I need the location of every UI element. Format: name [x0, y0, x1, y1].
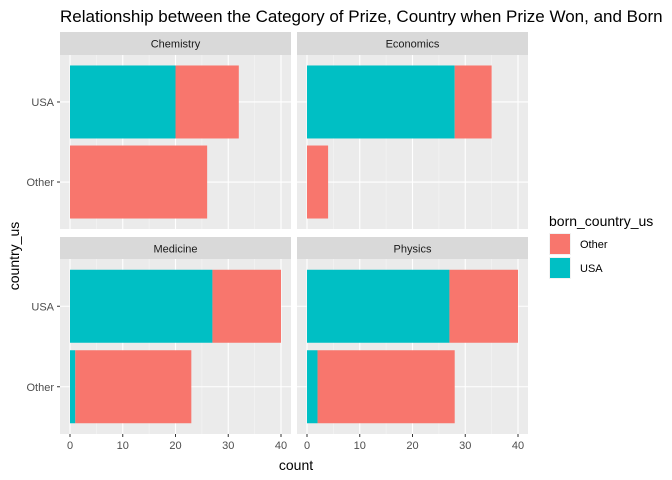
x-tick-label: 20	[406, 440, 418, 452]
chart-panels: Chemistry USA Other Economics Medicine USA Oth…	[26, 32, 528, 452]
bar-physics-other-other	[317, 350, 455, 424]
chart-title: Relationship between the Category of Pri…	[60, 7, 663, 26]
panel-strip-economics	[297, 32, 528, 55]
legend-swatch-other	[550, 234, 570, 254]
x-tick-label: 40	[512, 440, 524, 452]
bar-chemistry-other-other	[70, 145, 208, 219]
y-axis-title: country_us	[6, 222, 22, 290]
bar-medicine-usa-other	[212, 269, 281, 343]
legend: born_country_us Other USA	[549, 213, 653, 279]
panel-medicine: Medicine USA Other 0 10 20 30 40	[26, 237, 291, 452]
x-tick-label: 0	[67, 440, 73, 452]
x-axis-title: count	[279, 457, 313, 473]
panel-economics: Economics	[297, 32, 528, 229]
y-tick-label: USA	[31, 301, 54, 313]
bar-economics-usa-other	[454, 65, 492, 139]
legend-swatch-usa	[550, 258, 570, 278]
bar-medicine-other-usa	[70, 350, 76, 424]
panel-strip-chemistry	[60, 32, 291, 55]
bar-medicine-usa-usa	[70, 269, 213, 343]
x-tick-label: 10	[354, 440, 366, 452]
legend-label-other: Other	[580, 239, 608, 251]
panel-strip-label-economics: Economics	[386, 39, 440, 51]
x-tick-label: 10	[117, 440, 129, 452]
bar-physics-usa-usa	[307, 269, 450, 343]
panel-strip-physics	[297, 237, 528, 260]
bar-economics-other-other	[307, 145, 329, 219]
panel-strip-label-chemistry: Chemistry	[151, 39, 201, 51]
x-tick-label: 20	[169, 440, 181, 452]
x-tick-label: 30	[459, 440, 471, 452]
y-tick-label: USA	[31, 97, 54, 109]
bar-chemistry-usa-usa	[70, 65, 176, 139]
bar-physics-other-usa	[307, 350, 318, 424]
bar-physics-usa-other	[449, 269, 518, 343]
panel-physics: Physics 0 10 20 30 40	[297, 237, 528, 452]
bar-chemistry-usa-other	[175, 65, 239, 139]
panel-chemistry: Chemistry USA Other	[26, 32, 291, 229]
bar-economics-usa-usa	[307, 65, 455, 139]
bar-medicine-other-other	[75, 350, 192, 424]
legend-title: born_country_us	[549, 213, 653, 229]
panel-strip-medicine	[60, 237, 291, 260]
y-tick-label: Other	[26, 382, 54, 394]
panel-strip-label-medicine: Medicine	[153, 244, 197, 256]
y-tick-label: Other	[26, 177, 54, 189]
legend-label-usa: USA	[580, 263, 603, 275]
x-tick-label: 30	[222, 440, 234, 452]
x-tick-label: 40	[275, 440, 287, 452]
panel-strip-label-physics: Physics	[394, 244, 432, 256]
x-tick-label: 0	[304, 440, 310, 452]
